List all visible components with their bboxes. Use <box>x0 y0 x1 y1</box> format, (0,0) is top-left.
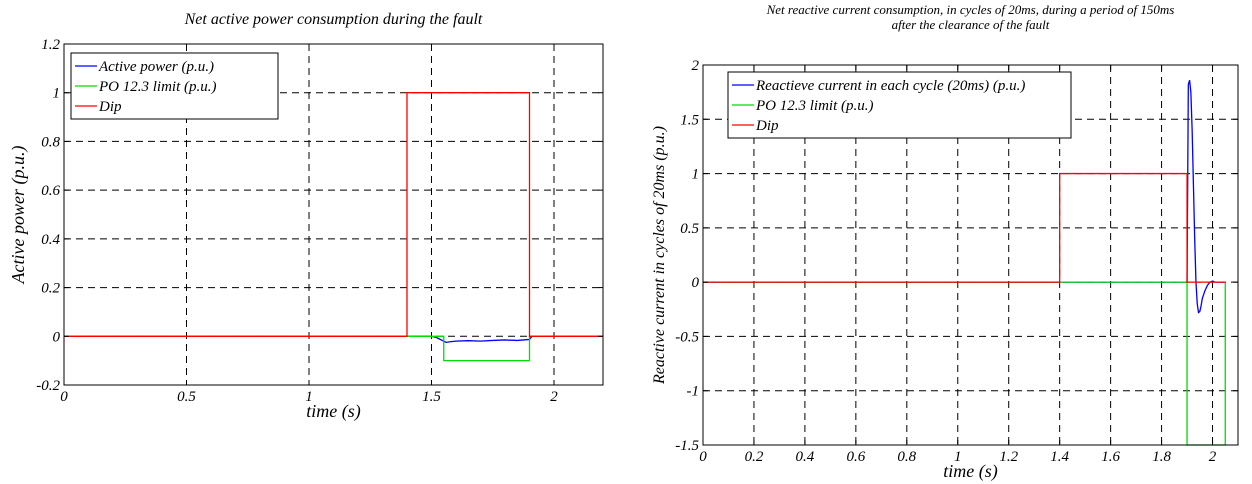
legend: Reactieve current in each cycle (20ms) (… <box>727 71 1072 139</box>
x-tick-label: 1 <box>954 449 962 465</box>
series-group <box>64 92 603 362</box>
y-tick-label: 2 <box>692 58 700 74</box>
legend-entry-2: PO 12.3 limit (p.u.) <box>98 79 217 95</box>
series-line-1 <box>703 80 1226 314</box>
chart-title: Net active power consumption during the … <box>184 11 483 28</box>
x-tick-label: 0.2 <box>745 449 764 465</box>
y-tick-label: 1.5 <box>680 112 699 128</box>
legend-entry-1: Reactieve current in each cycle (20ms) (… <box>755 78 1025 94</box>
x-tick-label: 1 <box>305 389 313 405</box>
y-tick-label: 1 <box>53 86 61 102</box>
legend-entry-3: Dip <box>98 99 122 115</box>
axes-frame <box>702 64 1239 446</box>
x-tick-label: 0 <box>699 449 707 465</box>
chart-title-line: Net reactive current consumption, in cyc… <box>766 2 1175 17</box>
legend-box <box>70 52 279 120</box>
legend: Active power (p.u.) PO 12.3 limit (p.u.) D… <box>70 52 279 120</box>
y-tick-label: 0 <box>53 329 61 345</box>
legend-box <box>727 71 1072 139</box>
series-line-3 <box>703 172 1226 283</box>
y-tick-label: -1.5 <box>675 438 699 454</box>
x-tick-label: 1.2 <box>999 449 1018 465</box>
x-tick-label: 0.5 <box>177 389 196 405</box>
legend-entry-2: PO 12.3 limit (p.u.) <box>755 98 874 114</box>
chart-2: 0 0.2 0.4 0.6 0.8 1 1.2 1.4 1.6 1.8 2 -1.5 -1 -0.5 0 0.… <box>651 2 1239 482</box>
x-tick-label: 2 <box>550 389 558 405</box>
y-tick-label: 0.6 <box>41 183 60 199</box>
axes-frame <box>63 43 604 386</box>
x-tick-label: 0.6 <box>846 449 865 465</box>
y-tick-label: 0.8 <box>41 134 60 150</box>
y-tick-label: 0 <box>692 275 700 291</box>
x-tick-label: 2 <box>1209 449 1217 465</box>
y-tick-label: 1.2 <box>41 37 60 53</box>
legend-entry-1: Active power (p.u.) <box>98 59 214 75</box>
y-tick-label: 0.4 <box>41 232 60 248</box>
y-tick-label: -0.2 <box>36 378 60 394</box>
legend-entry-3: Dip <box>755 118 779 134</box>
x-axis-label: time (s) <box>943 461 997 482</box>
y-tick-label: 0.5 <box>680 221 699 237</box>
y-tick-label: -0.5 <box>675 329 699 345</box>
ticks: 0 0.2 0.4 0.6 0.8 1 1.2 1.4 1.6 1.8 2 -1.5 -1 -0.5 0 0.… <box>675 58 1238 465</box>
chart-title-line: after the clearance of the fault <box>892 17 1050 32</box>
y-tick-label: -1 <box>687 384 700 400</box>
x-tick-label: 0.4 <box>796 449 815 465</box>
x-axis-label: time (s) <box>306 401 360 422</box>
series-line-3 <box>64 92 603 337</box>
y-tick-label: 1 <box>692 167 700 183</box>
y-tick-label: 0.2 <box>41 281 60 297</box>
x-tick-label: 1.5 <box>422 389 441 405</box>
ticks: 0 0.5 1 1.5 2-0.200.20.40.60.811.2 <box>36 37 603 405</box>
y-axis-label: Reactive current in cycles of 20ms (p.u.… <box>651 126 668 385</box>
x-tick-label: 0.8 <box>897 449 916 465</box>
x-tick-label: 1.6 <box>1101 449 1120 465</box>
x-tick-label: 1.8 <box>1152 449 1171 465</box>
x-tick-label: 1.4 <box>1050 449 1069 465</box>
y-axis-label: Active power (p.u.) <box>8 146 29 285</box>
x-tick-label: 0 <box>60 389 68 405</box>
